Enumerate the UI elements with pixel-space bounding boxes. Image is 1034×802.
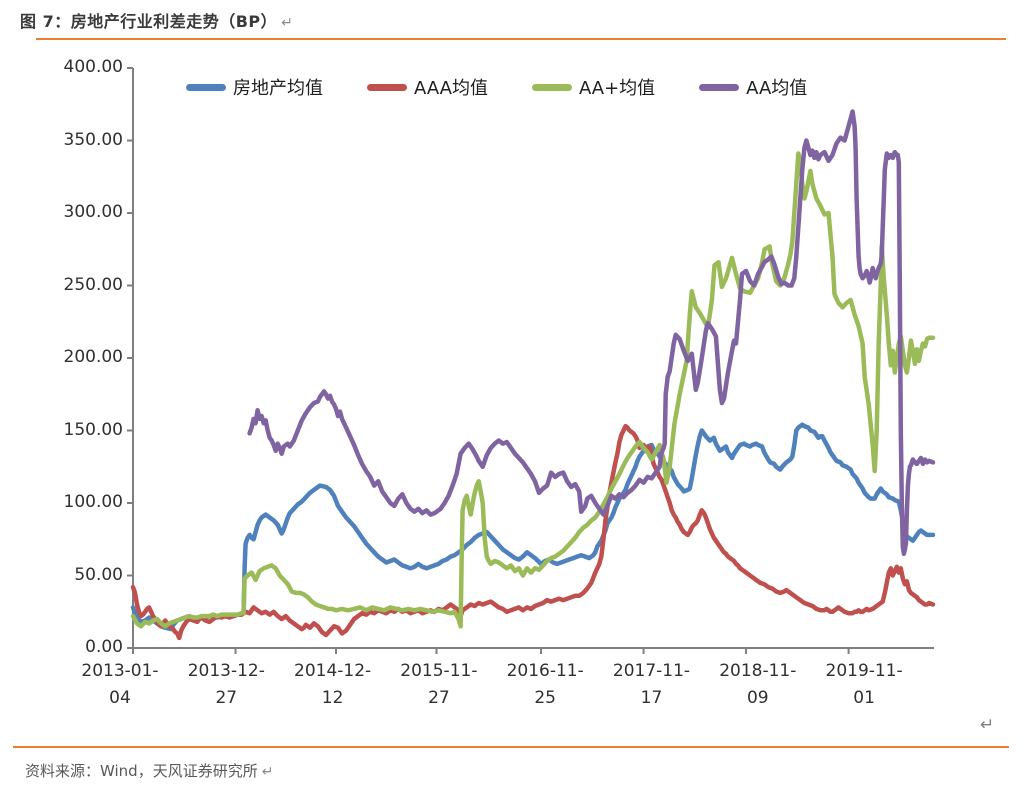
x-axis-label: 2013-12- 27 — [176, 658, 276, 712]
y-axis-label: 350.00 — [63, 129, 123, 150]
legend-item: 房地产均值 — [186, 74, 323, 100]
y-axis-label: 250.00 — [63, 274, 123, 295]
series-line-AA+均值 — [130, 151, 936, 629]
source-divider — [13, 746, 1009, 748]
legend-swatch-icon — [531, 83, 572, 91]
x-axis-label: 2016-11- 25 — [495, 658, 595, 712]
legend-label: AAA均值 — [414, 78, 488, 99]
x-axis-label-line2: 01 — [853, 688, 875, 708]
figure-title: 图 7：房地产行业利差走势（BP） ↵ — [20, 8, 293, 32]
x-axis-label-line1: 2016-11- — [506, 661, 584, 681]
x-axis-label-line2: 12 — [321, 688, 344, 708]
x-axis-label: 2019-11- 01 — [814, 658, 914, 712]
x-axis-label-line1: 2018-11- — [719, 661, 797, 681]
return-mark-icon: ↵ — [980, 715, 995, 735]
x-axis-label-line2: 27 — [428, 688, 450, 708]
series-line-房地产均值 — [130, 422, 936, 632]
x-axis-label-line1: 2019-11- — [825, 661, 903, 681]
legend-label: AA+均值 — [578, 78, 656, 99]
y-axis-label: 50.00 — [74, 564, 123, 585]
legend-swatch-icon — [699, 83, 740, 91]
series-line-AAA均值 — [130, 423, 936, 641]
return-mark-icon: ↵ — [261, 764, 274, 780]
legend-item: AA+均值 — [531, 74, 656, 100]
x-axis-label-line2: 25 — [534, 688, 556, 708]
title-divider — [36, 38, 1006, 40]
x-axis-label-line1: 2017-11- — [612, 661, 691, 681]
y-axis-label: 100.00 — [63, 492, 123, 512]
legend-label: 房地产均值 — [233, 78, 323, 99]
x-axis-label-line2: 09 — [746, 688, 769, 708]
legend-swatch-icon — [367, 83, 407, 91]
x-axis-label: 2018-11- 09 — [708, 658, 808, 712]
source-text: 资料来源：Wind，天风证券研究所 — [25, 762, 258, 780]
source-note: 资料来源：Wind，天风证券研究所 ↵ — [25, 760, 273, 781]
x-axis-label: 2017-11- 17 — [602, 658, 702, 712]
legend-label: AA均值 — [746, 78, 808, 99]
x-axis-label: 2015-11- 27 — [389, 658, 489, 712]
x-axis-label-line1: 2013-12- — [187, 661, 265, 681]
x-axis-label: 2014-12- 12 — [283, 658, 383, 712]
figure-title-text: 图 7：房地产行业利差走势（BP） — [20, 12, 278, 31]
legend-swatch-icon — [186, 83, 226, 91]
series-line-AA均值 — [247, 109, 936, 557]
x-axis-label-line1: 2013-01- — [81, 661, 159, 681]
y-axis-label: 300.00 — [63, 202, 123, 222]
x-axis-label-line1: 2015-11- — [400, 661, 478, 681]
x-axis-label-line2: 27 — [215, 688, 238, 708]
x-axis-label-line2: 17 — [640, 688, 663, 708]
y-axis-label: 0.00 — [85, 637, 123, 657]
y-axis-label: 200.00 — [63, 347, 123, 367]
x-axis-label: 2013-01- 04 — [70, 658, 170, 712]
x-axis-label-line1: 2014-12- — [294, 661, 372, 681]
x-axis-label-line2: 04 — [109, 688, 131, 708]
chart-legend: 房地产均值 AAA均值 AA+均值 AA均值 — [186, 74, 807, 100]
legend-item: AAA均值 — [367, 74, 488, 100]
y-axis-label: 400.00 — [63, 57, 123, 77]
y-axis-label: 150.00 — [63, 419, 123, 440]
return-mark-icon: ↵ — [281, 15, 294, 31]
legend-item: AA均值 — [699, 74, 807, 100]
